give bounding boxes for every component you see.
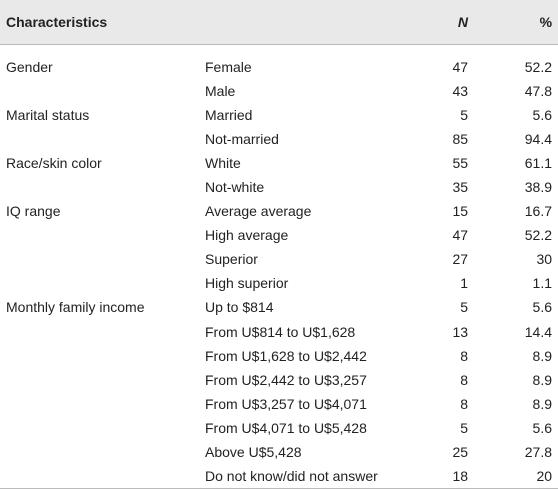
pct-cell: 8.9 <box>532 347 553 364</box>
table-row: Superior 27 30 <box>0 247 558 271</box>
item-cell: From U$1,628 to U$2,442 <box>205 347 367 364</box>
n-cell: 55 <box>452 155 469 172</box>
n-cell: 27 <box>452 251 469 268</box>
table-row: From U$3,257 to U$4,071 8 8.9 <box>0 392 558 416</box>
item-cell: Superior <box>205 251 258 268</box>
pct-cell: 1.1 <box>532 275 553 292</box>
header-cell: N <box>434 0 475 45</box>
table-row: Gender Female 47 52.2 <box>0 45 558 80</box>
empty-cell <box>0 127 199 151</box>
pct-cell: 5.6 <box>532 299 553 316</box>
item-cell: Male <box>205 83 236 100</box>
pct-cell: 61.1 <box>524 155 553 172</box>
n-cell: 5 <box>460 107 469 124</box>
n-cell: 47 <box>452 59 469 76</box>
table-row: Not-married 85 94.4 <box>0 127 558 151</box>
empty-cell <box>0 368 199 392</box>
table-row: Above U$5,428 25 27.8 <box>0 440 558 464</box>
pct-cell: 16.7 <box>524 203 553 220</box>
item-cell: Female <box>205 59 252 76</box>
empty-cell <box>0 79 199 103</box>
item-cell: White <box>205 155 241 172</box>
table-body: Gender Female 47 52.2 Male 43 47.8 Marital stat… <box>0 45 558 489</box>
n-cell: 1 <box>460 275 469 292</box>
empty-cell <box>0 463 199 489</box>
empty-cell <box>0 175 199 199</box>
n-cell: 25 <box>452 443 469 460</box>
pct-cell: 14.4 <box>524 323 553 340</box>
group-cell: Gender <box>6 59 53 76</box>
empty-cell <box>0 392 199 416</box>
item-cell: High average <box>205 227 289 244</box>
n-cell: 85 <box>452 131 469 148</box>
header-cell: % <box>474 0 558 45</box>
table-row: From U$1,628 to U$2,442 8 8.9 <box>0 344 558 368</box>
pct-cell: 94.4 <box>524 131 553 148</box>
n-cell: 5 <box>460 419 469 436</box>
table-row: High superior 1 1.1 <box>0 271 558 295</box>
item-cell: From U$2,442 to U$3,257 <box>205 371 367 388</box>
item-cell: Average average <box>205 203 312 220</box>
empty-cell <box>0 271 199 295</box>
table-row: From U$4,071 to U$5,428 5 5.6 <box>0 416 558 440</box>
n-cell: 15 <box>452 203 469 220</box>
item-cell: High superior <box>205 275 289 292</box>
table-row: Male 43 47.8 <box>0 79 558 103</box>
n-cell: 47 <box>452 227 469 244</box>
group-cell: Race/skin color <box>6 155 102 172</box>
pct-cell: 30 <box>536 251 553 268</box>
group-cell: Marital status <box>6 107 90 124</box>
n-cell: 8 <box>460 371 469 388</box>
n-cell: 18 <box>434 463 475 489</box>
n-cell: 8 <box>460 395 469 412</box>
table-row: Do not know/did not answer 18 20 <box>0 463 558 489</box>
table-row: From U$814 to U$1,628 13 14.4 <box>0 320 558 344</box>
pct-cell: 38.9 <box>524 179 553 196</box>
group-cell: Monthly family income <box>6 299 145 316</box>
n-cell: 13 <box>452 323 469 340</box>
pct-cell: 52.2 <box>524 227 553 244</box>
pct-cell: 47.8 <box>524 83 553 100</box>
empty-cell <box>0 440 199 464</box>
empty-cell <box>0 223 199 247</box>
pct-cell: 8.9 <box>532 395 553 412</box>
n-cell: 8 <box>460 347 469 364</box>
pct-cell: 5.6 <box>532 419 553 436</box>
table-row: High average 47 52.2 <box>0 223 558 247</box>
table-row: Marital status Married 5 5.6 <box>0 103 558 127</box>
pct-cell: 27.8 <box>524 443 553 460</box>
pct-cell: 8.9 <box>532 371 553 388</box>
item-cell: Up to $814 <box>205 299 274 316</box>
table-row: Not-white 35 38.9 <box>0 175 558 199</box>
item-cell: Not-married <box>205 131 279 148</box>
pct-cell: 5.6 <box>532 107 553 124</box>
item-cell: From U$4,071 to U$5,428 <box>205 419 367 436</box>
empty-cell <box>0 416 199 440</box>
pct-cell: 52.2 <box>524 59 553 76</box>
n-cell: 5 <box>460 299 469 316</box>
group-cell: IQ range <box>6 203 61 220</box>
empty-cell <box>0 344 199 368</box>
table-row: IQ range Average average 15 16.7 <box>0 199 558 223</box>
empty-cell <box>0 320 199 344</box>
header-row: Characteristics N % <box>0 0 558 45</box>
item-cell: Married <box>205 107 253 124</box>
item-cell: Above U$5,428 <box>205 443 302 460</box>
pct-cell: 20 <box>474 463 558 489</box>
item-cell: Do not know/did not answer <box>199 463 435 489</box>
item-cell: From U$814 to U$1,628 <box>205 323 356 340</box>
header-cell: Characteristics <box>0 0 435 45</box>
table-row: Monthly family income Up to $814 5 5.6 <box>0 295 558 319</box>
n-cell: 35 <box>452 179 469 196</box>
item-cell: From U$3,257 to U$4,071 <box>205 395 367 412</box>
item-cell: Not-white <box>205 179 265 196</box>
table-row: Race/skin color White 55 61.1 <box>0 151 558 175</box>
table-row: From U$2,442 to U$3,257 8 8.9 <box>0 368 558 392</box>
empty-cell <box>0 247 199 271</box>
n-cell: 43 <box>452 83 469 100</box>
